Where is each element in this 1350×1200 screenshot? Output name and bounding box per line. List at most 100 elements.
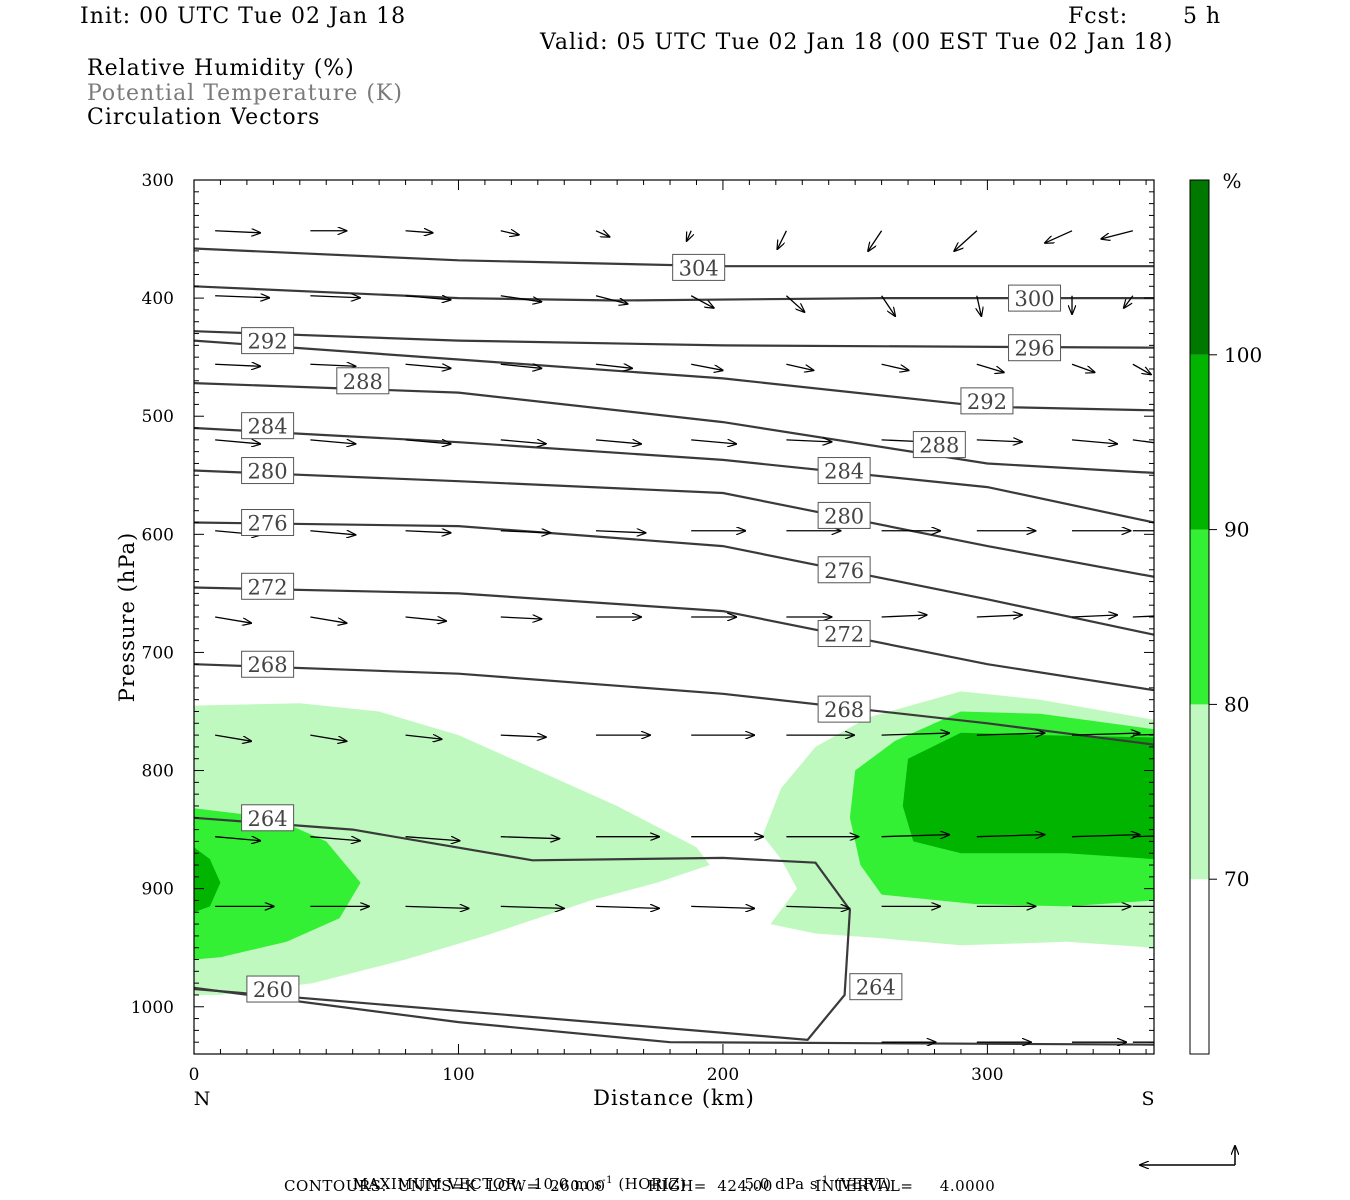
x-axis-south-label: S <box>1141 1088 1154 1110</box>
circulation-vector <box>976 363 1004 372</box>
contour-label-text: 284 <box>248 415 288 439</box>
colorbar-segment <box>1190 704 1209 880</box>
circulation-vector <box>1045 230 1073 243</box>
contour-label-text: 280 <box>824 504 864 528</box>
circulation-vector <box>976 733 1045 735</box>
contour-label: 268 <box>817 695 871 723</box>
circulation-vector <box>786 440 831 442</box>
contour-label: 300 <box>1008 284 1062 312</box>
circulation-vector <box>500 440 546 444</box>
circulation-vector <box>690 295 714 308</box>
contour-label-box <box>241 412 295 440</box>
contour-label: 280 <box>817 501 871 529</box>
contour-label: 292 <box>241 327 295 355</box>
circulation-vector <box>215 440 260 444</box>
circulation-vector <box>500 364 542 368</box>
contour-label: 296 <box>1008 334 1062 362</box>
theta-contour-304 <box>194 247 1154 268</box>
contour-label-box <box>241 327 295 355</box>
footer-max-vector: MAXIMUM VECTOR: 10.0 m s-1 (HORIZ) 5.0 d… <box>342 1157 892 1193</box>
contour-label-box <box>817 501 871 529</box>
theta-contour-296 <box>194 330 1154 349</box>
circulation-vector <box>687 230 692 241</box>
circulation-vector <box>881 733 950 735</box>
contour-label: 264 <box>849 973 903 1001</box>
circulation-vector <box>595 295 628 304</box>
contour-label-box <box>241 804 295 832</box>
contour-label-box <box>241 572 295 600</box>
circulation-vector <box>215 616 251 623</box>
circulation-vector <box>310 837 360 841</box>
circulation-vector <box>1071 835 1140 837</box>
circulation-vector <box>881 295 896 316</box>
contour-label-text: 272 <box>248 575 288 599</box>
contour-label-box <box>336 367 390 395</box>
theta-contour-280 <box>194 469 1154 578</box>
circulation-vector <box>1071 615 1117 617</box>
circulation-vector <box>310 531 355 535</box>
circulation-vector <box>405 440 451 444</box>
circulation-vector <box>881 615 927 617</box>
contour-label-box <box>246 975 300 1003</box>
contour-label: 288 <box>912 431 966 459</box>
y-tick-label: 300 <box>142 171 174 191</box>
contour-label-box <box>1008 284 1062 312</box>
colorbar-segment <box>1190 879 1209 1054</box>
theta-contour-264 <box>194 816 852 1041</box>
contour-label-box <box>1008 334 1062 362</box>
y-axis-label: Pressure (hPa) <box>115 532 139 702</box>
axis-ticks: 300 400 500 600 700 800 900 1000 0 100 200 300 <box>131 171 1154 1085</box>
contour-label-text: 284 <box>824 460 864 484</box>
circulation-vector <box>215 296 269 298</box>
y-tick-label: 400 <box>142 289 174 309</box>
x-tick-label: 200 <box>707 1065 739 1085</box>
circulation-vector <box>595 440 641 444</box>
contour-label-layer: 304 300 296 292 288 284 280 276 272 268 264 260 292 2… <box>241 253 1062 1003</box>
y-tick-label: 900 <box>142 880 174 900</box>
legend-vectors: Circulation Vectors <box>87 105 321 130</box>
circulation-vector <box>595 906 659 908</box>
circulation-vector <box>1124 295 1134 308</box>
forecast-label: Fcst: <box>1068 4 1129 29</box>
legend-rh: Relative Humidity (%) <box>87 56 355 81</box>
x-axis-label: Distance (km) <box>593 1086 755 1110</box>
circulation-vector <box>1132 439 1154 444</box>
circulation-vector <box>405 531 451 533</box>
contour-label-text: 264 <box>856 976 896 1000</box>
theta-contour-260 <box>194 986 1154 1046</box>
circulation-vector <box>500 837 560 839</box>
circulation-vector <box>500 906 564 908</box>
x-tick-label: 100 <box>442 1065 474 1085</box>
circulation-vector <box>405 906 469 908</box>
circulation-vector <box>1101 230 1134 239</box>
circulation-vector <box>215 231 260 233</box>
contour-label-box <box>241 650 295 678</box>
colorbar-label: 70 <box>1224 867 1249 891</box>
circulation-vector <box>691 440 736 444</box>
circulation-vector <box>500 531 551 533</box>
theta-contour-300 <box>194 285 1154 302</box>
circulation-vector <box>215 364 260 366</box>
circulation-vector <box>777 230 787 249</box>
contour-label-text: 300 <box>1014 287 1054 311</box>
circulation-vector <box>1071 733 1140 735</box>
contour-label-text: 292 <box>967 390 1007 414</box>
colorbar-segment <box>1190 529 1209 705</box>
y-tick-label: 500 <box>142 407 174 427</box>
contour-label-text: 276 <box>824 559 864 583</box>
circulation-vector <box>500 735 546 737</box>
circulation-vector <box>868 230 883 251</box>
max-vector-horiz-unit: (HORIZ) <box>618 1175 687 1193</box>
circulation-vector <box>405 231 433 233</box>
contour-label-text: 272 <box>824 623 864 647</box>
contour-label-box <box>817 457 871 485</box>
contour-label-text: 304 <box>679 256 719 280</box>
contour-label: 264 <box>241 804 295 832</box>
theta-contour-276 <box>194 521 1154 636</box>
contour-label: 284 <box>817 457 871 485</box>
contour-label-box <box>241 457 295 485</box>
colorbar-label: 80 <box>1224 692 1249 716</box>
max-vector-horiz: 10.0 m s <box>533 1175 603 1193</box>
circulation-vector <box>595 231 610 237</box>
